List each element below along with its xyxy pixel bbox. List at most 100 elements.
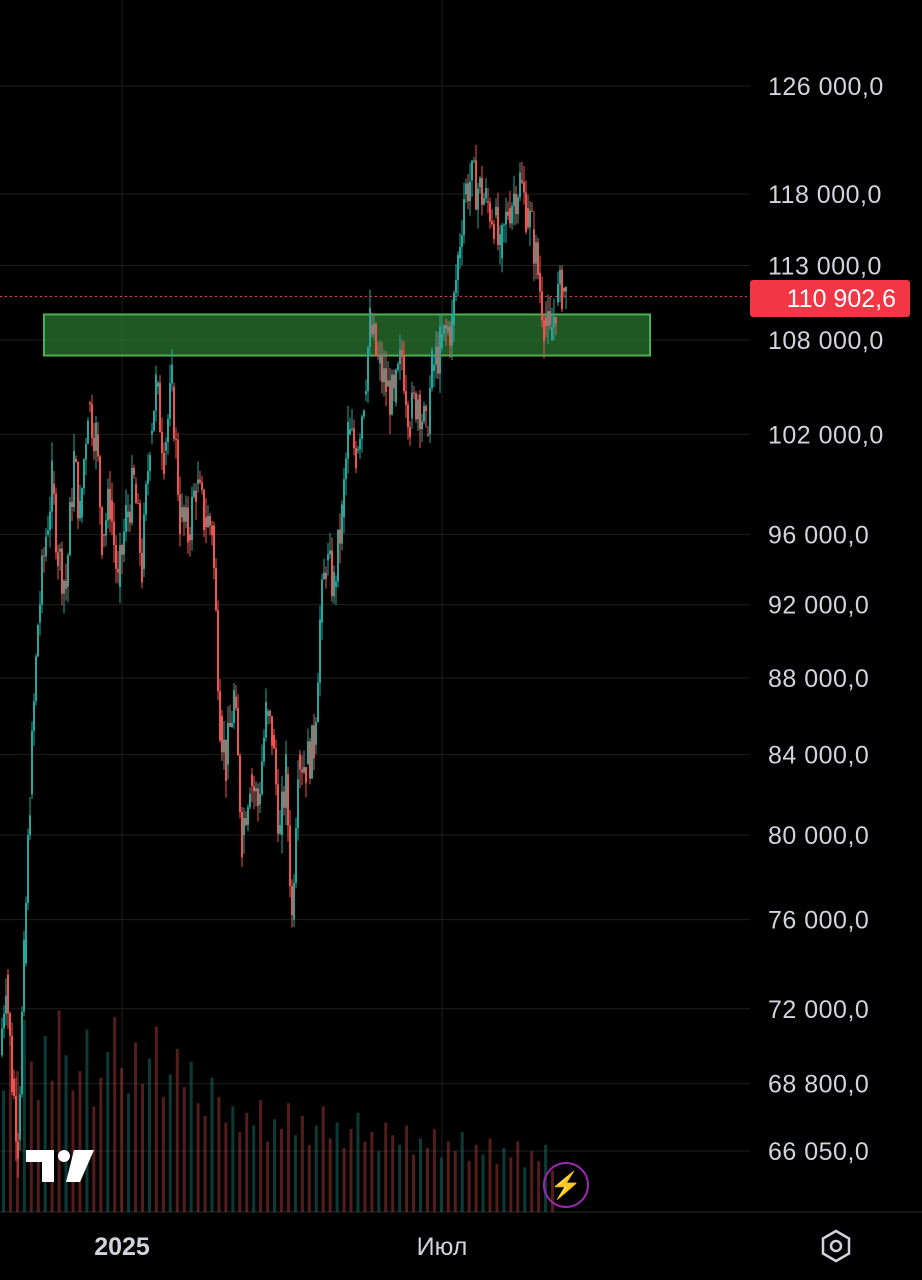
candle-body (453, 293, 455, 325)
candle-body (63, 580, 65, 594)
candle-body (475, 160, 477, 210)
y-tick-label: 88 000,0 (768, 665, 869, 693)
candle-body (271, 715, 273, 746)
candle-body (319, 619, 321, 683)
candle-body (47, 530, 49, 535)
candle-body (193, 490, 195, 497)
candle-body (5, 995, 7, 1014)
candle-body (281, 791, 283, 836)
candle-body (387, 380, 389, 387)
candle-body (415, 393, 417, 420)
volume-bar (78, 1071, 82, 1212)
volume-bar (113, 1016, 117, 1212)
candle-body (19, 1094, 21, 1140)
candle-body (209, 515, 211, 526)
candle-body (7, 974, 9, 1014)
candle-body (381, 354, 383, 383)
candle-body (151, 430, 153, 435)
volume-bar (481, 1154, 485, 1212)
volume-bar (120, 1068, 124, 1212)
volume-bars (2, 1010, 555, 1212)
candle-body (213, 525, 215, 568)
candle-body (77, 461, 79, 519)
candle-body (171, 364, 173, 384)
candle-body (183, 507, 185, 522)
volume-bar (99, 1077, 103, 1212)
hexagon-settings-icon[interactable] (818, 1228, 854, 1264)
y-tick-label: 76 000,0 (768, 907, 869, 935)
candle-body (313, 725, 315, 759)
candle-body (369, 308, 371, 348)
candle-body (511, 206, 513, 224)
support-zone[interactable] (43, 313, 651, 357)
candle-body (167, 418, 169, 443)
candle-body (417, 399, 419, 420)
candle-body (443, 325, 445, 335)
lightning-icon[interactable]: ⚡ (543, 1162, 589, 1208)
candle-body (327, 554, 329, 561)
candle-body (487, 201, 489, 203)
candle-body (109, 488, 111, 520)
candle-body (371, 324, 373, 335)
candle-body (67, 555, 69, 587)
volume-bar (22, 1020, 26, 1212)
candle-body (237, 708, 239, 756)
candle-body (309, 741, 311, 779)
candle-body (163, 452, 165, 475)
candle-body (421, 421, 423, 430)
candle-body (169, 383, 171, 419)
x-tick-2025: 2025 (94, 1233, 150, 1261)
candle-body (299, 754, 301, 770)
candle-body (479, 178, 481, 188)
candle-body (57, 552, 59, 566)
candle-body (143, 514, 145, 570)
candle-body (159, 382, 161, 433)
candle-body (385, 368, 387, 392)
candle-body (215, 567, 217, 611)
volume-bar (154, 1026, 158, 1212)
candle-body (103, 534, 105, 536)
candle-body (83, 459, 85, 489)
candle-body (409, 427, 411, 438)
candle-body (233, 690, 235, 723)
candle-body (345, 458, 347, 480)
candle-body (269, 710, 271, 716)
candle-body (559, 269, 561, 285)
candle-body (495, 206, 497, 216)
volume-bar (57, 1010, 61, 1212)
candle-body (273, 735, 275, 749)
candle-body (311, 725, 313, 779)
candle-body (181, 507, 183, 518)
volume-bar (134, 1042, 138, 1212)
candle-body (93, 437, 95, 451)
volume-bar (85, 1029, 89, 1212)
candle-body (539, 272, 541, 292)
volume-bar (307, 1144, 311, 1212)
volume-bar (432, 1128, 436, 1212)
volume-bar (453, 1151, 457, 1212)
volume-bar (363, 1141, 367, 1212)
volume-bar (439, 1157, 443, 1212)
candle-body (49, 511, 51, 531)
candle-body (149, 455, 151, 472)
candle-body (549, 311, 551, 326)
candle-body (95, 422, 97, 451)
candle-body (551, 327, 553, 341)
candle-body (469, 181, 471, 202)
candle-body (293, 883, 295, 920)
candle-body (427, 434, 429, 436)
candle-body (485, 188, 487, 199)
volume-bar (474, 1144, 478, 1212)
volume-bar (502, 1148, 506, 1212)
candle-body (43, 555, 45, 557)
candle-body (343, 479, 345, 518)
candle-body (231, 722, 233, 727)
volume-bar (8, 1045, 12, 1212)
candle-body (287, 774, 289, 826)
candle-body (493, 223, 495, 239)
volume-bar (182, 1087, 186, 1212)
candle-body (153, 410, 155, 431)
candle-body (283, 791, 285, 808)
candle-body (483, 198, 485, 205)
